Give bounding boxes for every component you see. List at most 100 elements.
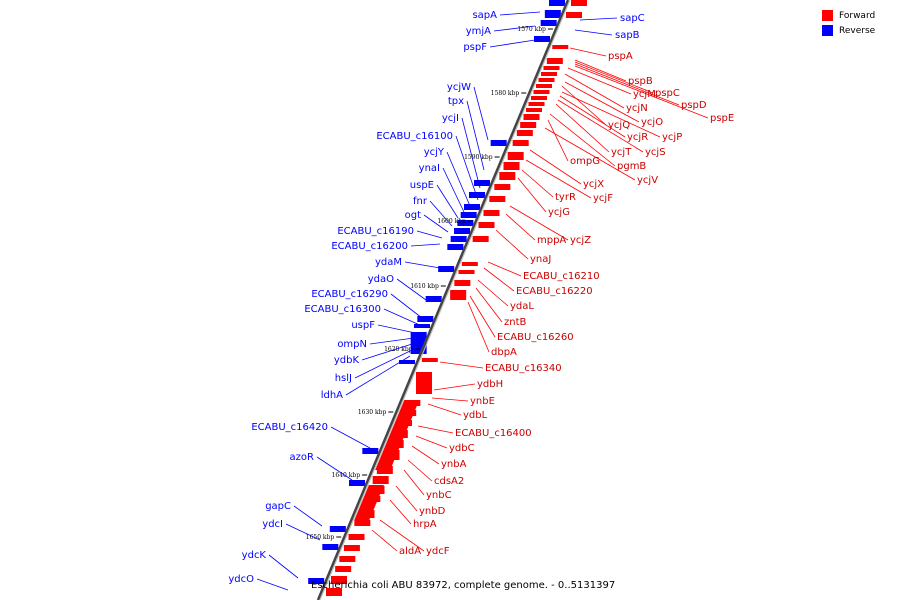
reverse-gene xyxy=(469,192,485,198)
forward-gene-label: ycjS xyxy=(645,147,666,158)
reverse-leader xyxy=(256,578,289,591)
forward-gene-label: tyrR xyxy=(555,192,576,203)
forward-leader xyxy=(517,177,547,213)
forward-gene-label: zntB xyxy=(504,317,527,328)
reverse-gene xyxy=(454,228,470,234)
genome-backbone-highlight xyxy=(319,0,571,600)
forward-gene-label: ydcF xyxy=(426,546,450,557)
reverse-gene-label: gapC xyxy=(265,501,291,512)
tick-label: 1600 kbp xyxy=(437,218,466,225)
forward-gene xyxy=(339,556,356,562)
forward-gene xyxy=(541,72,557,76)
forward-leader xyxy=(567,67,632,95)
reverse-gene xyxy=(474,180,490,186)
reverse-gene xyxy=(399,360,415,364)
reverse-leader xyxy=(423,214,449,233)
forward-gene-label: mppA xyxy=(537,235,566,246)
forward-gene-label: pspC xyxy=(655,88,680,99)
forward-leader xyxy=(525,159,592,199)
tick-label: 1610 kbp xyxy=(410,283,439,290)
forward-leader xyxy=(564,73,625,109)
forward-leader xyxy=(549,113,616,167)
reverse-leader xyxy=(316,456,353,481)
forward-gene xyxy=(489,196,506,202)
reverse-leader xyxy=(574,29,613,36)
reverse-gene-label: ECABU_c16100 xyxy=(376,131,453,142)
legend-reverse-label: Reverse xyxy=(839,25,876,36)
reverse-leader xyxy=(285,523,321,541)
forward-gene-label: pspD xyxy=(681,100,707,111)
forward-leader xyxy=(574,65,709,119)
reverse-gene-label: tpx xyxy=(448,96,464,107)
forward-leader xyxy=(411,445,440,465)
legend-forward-label: Forward xyxy=(839,10,876,21)
forward-gene-label: ECABU_c16400 xyxy=(455,428,532,439)
forward-gene-label: ECABU_c16210 xyxy=(523,271,600,282)
forward-gene-label: ycjX xyxy=(583,179,604,190)
reverse-gene-label: ECABU_c16420 xyxy=(251,422,328,433)
forward-leader xyxy=(521,169,554,198)
reverse-gene xyxy=(308,578,325,584)
forward-gene xyxy=(507,152,524,160)
forward-gene-label: ycjQ xyxy=(608,120,630,131)
forward-gene xyxy=(478,222,495,228)
forward-leader xyxy=(509,205,569,241)
reverse-gene xyxy=(544,10,561,18)
forward-leader xyxy=(574,61,654,94)
forward-gene xyxy=(458,270,475,274)
reverse-gene xyxy=(464,204,480,210)
forward-leader xyxy=(557,99,644,153)
reverse-leader xyxy=(354,349,413,379)
forward-gene-label: dbpA xyxy=(491,347,517,358)
reverse-leader xyxy=(579,17,618,21)
forward-gene xyxy=(335,566,352,572)
reverse-gene-label: ECABU_c16190 xyxy=(337,226,414,237)
forward-gene xyxy=(516,130,533,136)
reverse-leader xyxy=(293,505,323,527)
reverse-gene xyxy=(349,480,365,486)
reverse-leader xyxy=(268,554,299,579)
forward-gene-label: ECABU_c16260 xyxy=(497,332,574,343)
forward-gene xyxy=(520,122,537,128)
forward-swatch xyxy=(822,10,833,21)
forward-leader xyxy=(495,229,529,260)
forward-gene-label: ynbA xyxy=(441,459,467,470)
forward-gene xyxy=(343,545,360,551)
reverse-gene-label: ycjY xyxy=(424,147,445,158)
forward-leader xyxy=(389,499,412,525)
reverse-leader xyxy=(461,117,481,189)
forward-gene-label: ynaJ xyxy=(530,254,551,265)
forward-gene-label: ycjT xyxy=(611,147,632,158)
forward-leader xyxy=(417,425,454,434)
reverse-gene-label: ydbK xyxy=(334,355,360,366)
forward-leader xyxy=(379,519,425,552)
forward-gene xyxy=(331,576,347,584)
reverse-leader xyxy=(442,167,465,213)
tick-label: 1650 kbp xyxy=(306,534,335,541)
reverse-gene-label: ycjI xyxy=(442,113,459,124)
forward-gene-label: ycjR xyxy=(627,132,648,143)
reverse-gene-label: ECABU_c16200 xyxy=(331,241,408,252)
forward-gene xyxy=(472,236,489,242)
reverse-leader xyxy=(410,243,441,247)
reverse-leader xyxy=(446,151,471,207)
forward-gene xyxy=(512,140,529,146)
reverse-leader xyxy=(377,324,421,335)
reverse-gene-label: azoR xyxy=(290,452,314,463)
leaders-layer xyxy=(256,11,709,591)
reverse-gene-label: ydaO xyxy=(368,274,394,285)
forward-leader xyxy=(547,119,569,162)
reverse-gene-label: sapB xyxy=(615,30,640,41)
forward-gene xyxy=(454,280,471,286)
forward-gene xyxy=(461,262,478,266)
forward-gene-label: hrpA xyxy=(413,519,437,530)
forward-gene-label: ycjZ xyxy=(570,235,591,246)
forward-gene-label: ompG xyxy=(570,156,600,167)
forward-leader xyxy=(469,295,496,338)
forward-gene xyxy=(348,534,365,540)
forward-gene-label: ycjM xyxy=(633,89,656,100)
reverse-gene-label: ydcO xyxy=(228,574,254,585)
genes-layer xyxy=(308,0,587,596)
reverse-gene-label: ydaM xyxy=(375,257,402,268)
